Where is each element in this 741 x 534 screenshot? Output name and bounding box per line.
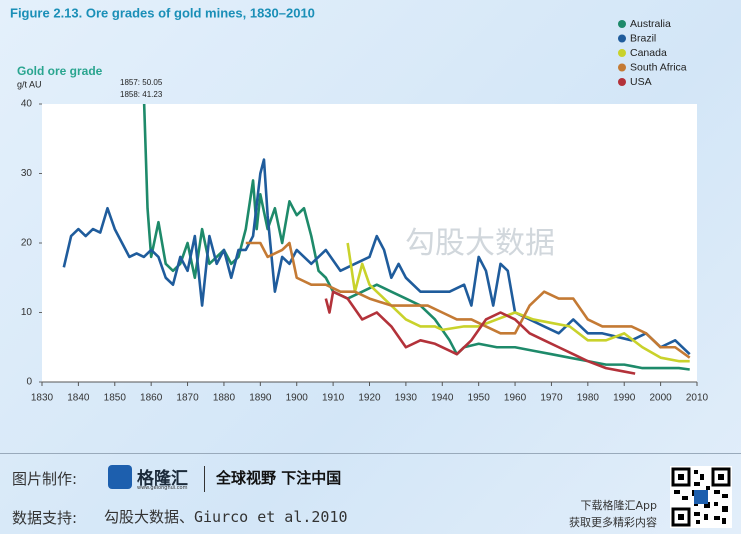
y-tick-label: 20	[21, 238, 33, 249]
y-axis-unit: g/t AU	[17, 79, 42, 89]
legend-label: Australia	[630, 18, 671, 30]
series-line	[324, 290, 636, 375]
x-tick-label: 1880	[213, 393, 236, 404]
x-tick-label: 1920	[358, 393, 381, 404]
legend-swatch	[618, 63, 626, 72]
y-tick-label: 0	[26, 377, 32, 388]
app-line: 获取更多精彩内容	[569, 516, 657, 529]
series-line	[346, 242, 690, 363]
x-tick-label: 2000	[649, 393, 672, 404]
y-tick-label: 10	[21, 307, 33, 318]
y-tick-label: 40	[21, 99, 33, 110]
legend-label: South Africa	[630, 61, 687, 73]
divider	[0, 453, 741, 454]
x-tick-label: 1990	[613, 393, 636, 404]
x-tick-label: 1860	[140, 393, 163, 404]
x-tick-label: 1940	[431, 393, 454, 404]
series-line	[245, 241, 691, 359]
x-tick-label: 1980	[577, 393, 600, 404]
x-tick-label: 1850	[104, 393, 127, 404]
x-tick-label: 1930	[395, 393, 418, 404]
made-by-label: 图片制作:	[12, 470, 78, 488]
x-tick-label: 1830	[31, 393, 54, 404]
x-tick-label: 1950	[468, 393, 491, 404]
y-axis-label: Gold ore grade	[17, 64, 103, 78]
qr-code	[670, 466, 732, 528]
x-tick-label: 1900	[286, 393, 309, 404]
x-tick-label: 1960	[504, 393, 527, 404]
source: 勾股大数据、Giurco et al.2010	[104, 508, 348, 526]
chart-title: Figure 2.13. Ore grades of gold mines, 1…	[10, 5, 315, 20]
separator	[204, 466, 205, 492]
x-tick-label: 2010	[686, 393, 709, 404]
legend-label: Brazil	[630, 32, 656, 44]
legend-label: Canada	[630, 47, 667, 59]
series-line	[142, 104, 690, 371]
plot-lines	[62, 104, 691, 375]
annotation: 1857: 50.05	[120, 78, 163, 87]
y-tick-label: 30	[21, 168, 33, 179]
chart: Figure 2.13. Ore grades of gold mines, 1…	[10, 5, 709, 404]
x-tick-label: 1840	[67, 393, 90, 404]
x-tick-label: 1890	[249, 393, 272, 404]
logo: 格隆汇	[137, 469, 188, 489]
logo-url: www.gelonghui.com	[137, 485, 188, 491]
annotation: 1858: 41.23	[120, 90, 163, 99]
x-tick-label: 1970	[540, 393, 563, 404]
app-line: 下载格隆汇App	[580, 499, 658, 512]
legend-swatch	[618, 20, 626, 28]
slogan: 全球视野 下注中国	[216, 469, 342, 487]
logo-icon	[108, 465, 132, 489]
legend-swatch	[618, 49, 626, 57]
x-tick-label: 1910	[322, 393, 345, 404]
legend-label: USA	[630, 76, 652, 88]
legend-swatch	[618, 34, 626, 43]
watermark: 勾股大数据	[405, 227, 555, 260]
legend-swatch	[618, 78, 626, 86]
x-tick-label: 1870	[176, 393, 199, 404]
source-label: 数据支持:	[12, 509, 78, 527]
